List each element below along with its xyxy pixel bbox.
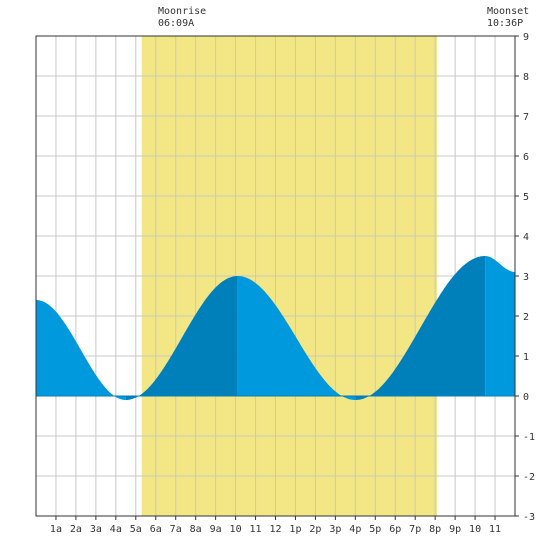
- grid: [36, 35, 515, 517]
- moonset-title: Moonset: [487, 6, 530, 17]
- x-tick-label: 11: [250, 524, 262, 535]
- moonrise-label: Moonrise 06:09A: [158, 6, 206, 30]
- y-tick-label: 4: [523, 232, 529, 243]
- y-tick-label: 0: [523, 392, 529, 403]
- y-tick-label: 1: [523, 352, 529, 363]
- x-tick-label: 2a: [70, 524, 82, 535]
- y-tick-label: 7: [523, 112, 529, 123]
- moonset-label: Moonset 10:36P: [487, 6, 529, 30]
- tide-segment-falling: [485, 256, 515, 396]
- moonrise-title: Moonrise: [158, 6, 207, 17]
- x-tick-label: 3p: [329, 524, 341, 535]
- tide-segment-falling: [237, 276, 356, 400]
- x-tick-label: 9a: [210, 524, 222, 535]
- tide-area: [36, 256, 515, 400]
- y-tick-label: 3: [523, 272, 529, 283]
- x-tick-label: 7p: [409, 524, 421, 535]
- x-tick-label: 3a: [90, 524, 102, 535]
- x-tick-label: 10: [469, 524, 481, 535]
- y-tick-label: -3: [523, 512, 535, 523]
- x-tick-label: 4a: [110, 524, 122, 535]
- tide-segment-rising: [125, 276, 238, 400]
- x-tick-label: 6a: [150, 524, 162, 535]
- x-axis-ticks: 1a 2a 3a 4a 5a 6a 7a 8a 9a 10 11 12 1p 2p 3p 4p 5p 6p 7p 8p…: [50, 516, 501, 535]
- moonrise-time: 06:09A: [158, 18, 195, 29]
- x-tick-label: 5a: [130, 524, 142, 535]
- x-tick-label: 6p: [389, 524, 401, 535]
- tide-segment-rising: [355, 256, 486, 400]
- x-tick-label: 4p: [349, 524, 361, 535]
- x-tick-label: 5p: [369, 524, 381, 535]
- x-tick-label: 11: [489, 524, 501, 535]
- y-tick-label: 9: [523, 32, 529, 43]
- x-tick-label: 2p: [309, 524, 321, 535]
- x-tick-label: 8a: [190, 524, 202, 535]
- tide-segment-falling: [36, 300, 126, 400]
- y-axis-ticks: -3 -2 -1 0 1 2 3 4 5 6 7 8 9: [515, 32, 535, 523]
- y-tick-label: 8: [523, 72, 529, 83]
- x-tick-label: 9p: [449, 524, 461, 535]
- y-tick-label: -1: [523, 432, 535, 443]
- y-tick-label: 6: [523, 152, 529, 163]
- y-tick-label: -2: [523, 472, 535, 483]
- x-tick-label: 7a: [170, 524, 182, 535]
- y-tick-label: 5: [523, 192, 529, 203]
- x-tick-label: 8p: [429, 524, 441, 535]
- y-tick-label: 2: [523, 312, 529, 323]
- x-tick-label: 10: [230, 524, 242, 535]
- x-tick-label: 1a: [50, 524, 62, 535]
- moonset-time: 10:36P: [487, 18, 524, 29]
- x-tick-label: 12: [269, 524, 281, 535]
- x-tick-label: 1p: [289, 524, 301, 535]
